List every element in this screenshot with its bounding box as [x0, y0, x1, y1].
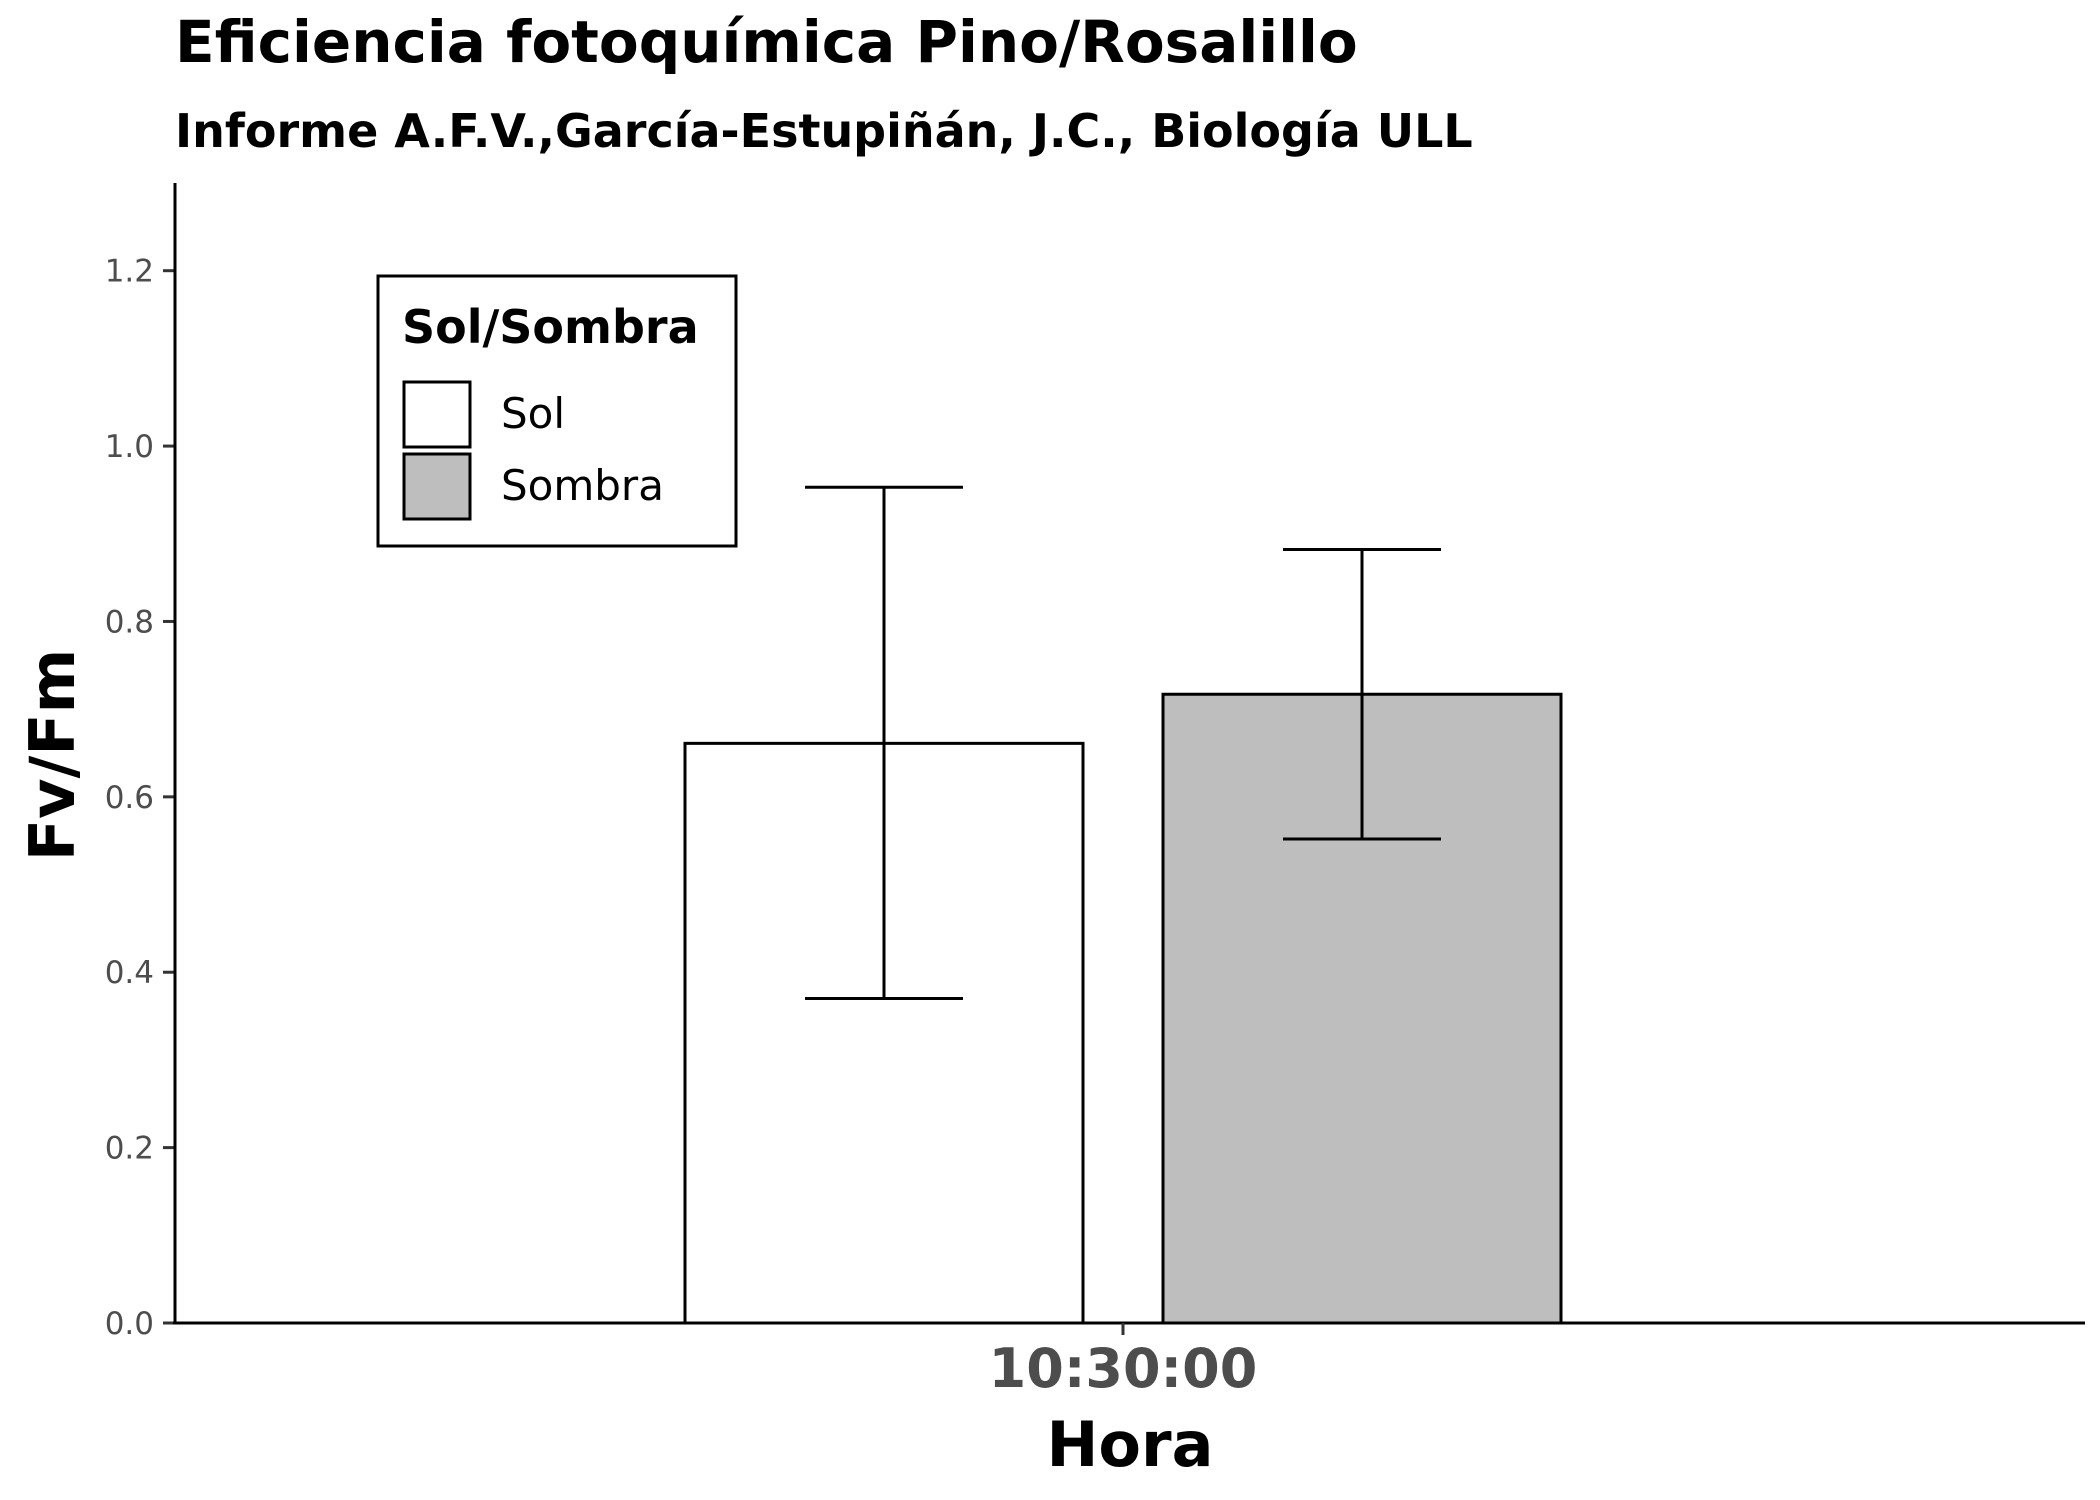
y-axis-ticks: 0.0 0.2 0.4 0.6 0.8 1.0 1.2 [105, 254, 175, 1342]
y-tick-label: 0.2 [105, 1131, 154, 1167]
y-axis-title: Fv/Fm [16, 649, 89, 861]
y-tick-label: 1.2 [105, 254, 154, 290]
bars [683, 692, 1563, 1325]
x-axis-title: Hora [1047, 1408, 1214, 1481]
legend-label-sombra: Sombra [501, 461, 664, 510]
y-tick-label: 0.0 [105, 1306, 154, 1342]
chart-title: Eficiencia fotoquímica Pino/Rosalillo [175, 8, 1358, 76]
error-bars [805, 485, 1441, 1001]
x-axis-ticks: 10:30:00 [989, 1323, 1258, 1400]
y-tick-label: 0.6 [105, 780, 154, 816]
y-tick-label: 0.4 [105, 955, 154, 991]
y-tick-label: 0.8 [105, 604, 154, 640]
chart-subtitle: Informe A.F.V.,García-Estupiñán, J.C., B… [175, 104, 1473, 158]
legend-swatch-sol [402, 380, 472, 449]
legend-swatch-sombra [402, 452, 472, 521]
legend: Sol/Sombra Sol Sombra [376, 274, 738, 548]
x-tick-label: 10:30:00 [989, 1337, 1258, 1400]
legend-label-sol: Sol [501, 389, 565, 438]
y-tick-label: 1.0 [105, 429, 154, 465]
legend-title: Sol/Sombra [402, 300, 699, 354]
